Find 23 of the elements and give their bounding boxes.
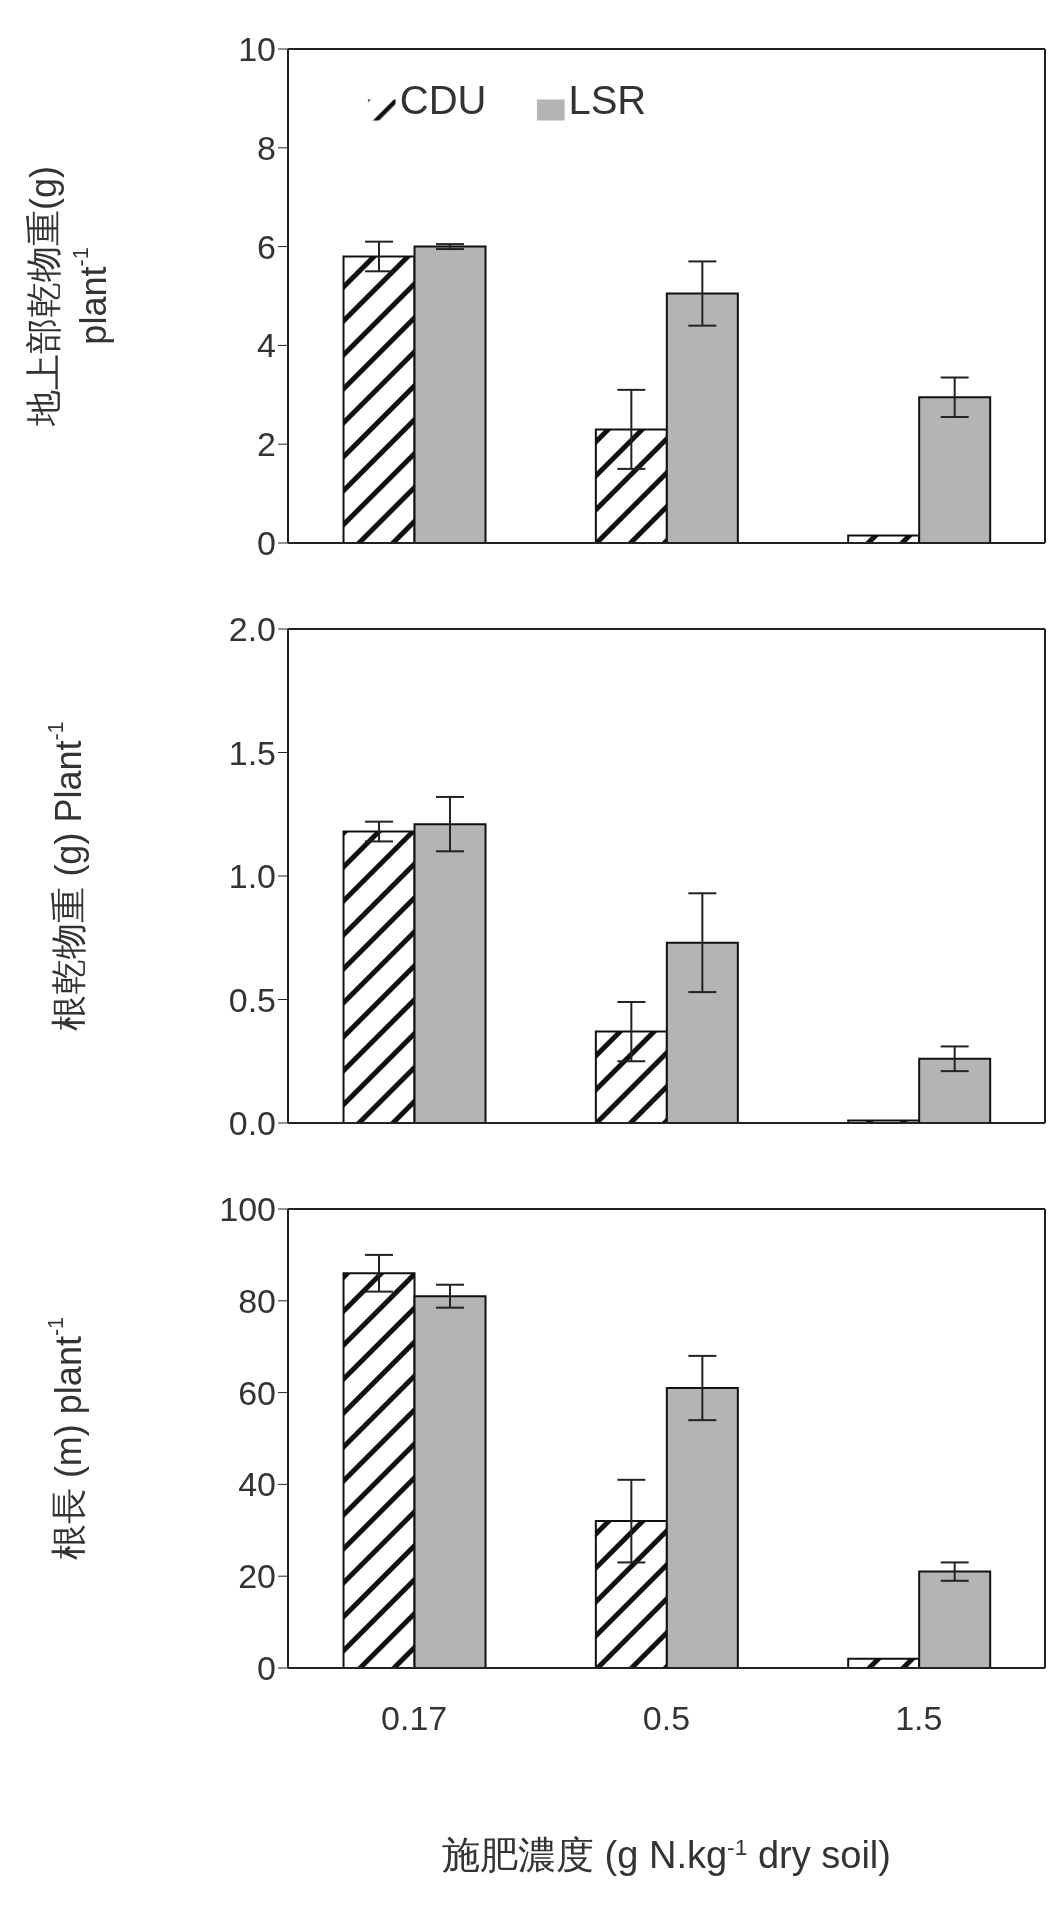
- y-tick-label: 2.0: [228, 610, 276, 649]
- y-tick-label: 100: [219, 1190, 276, 1229]
- y-tick-label: 0: [257, 524, 276, 563]
- x-axis-title: 施肥濃度 (g N.kg$^{-1}$ dry soil): [442, 1834, 891, 1876]
- y-tick-label: 0.5: [228, 980, 276, 1019]
- y-tick-label: 1.5: [228, 733, 276, 772]
- y-tick-label: 2: [257, 425, 276, 464]
- y-tick-label: 0: [257, 1649, 276, 1688]
- legend-label: CDU: [399, 78, 487, 122]
- legend-label: LSR: [568, 78, 647, 122]
- y-tick-label: 8: [257, 128, 276, 167]
- y-tick-label: 0.0: [228, 1104, 276, 1143]
- y-tick-label: 10: [238, 30, 276, 69]
- x-tick-label: 0.5: [642, 1699, 691, 1738]
- x-tick-label: 0.17: [381, 1699, 448, 1738]
- y-tick-label: 80: [238, 1281, 276, 1320]
- x-tick-label: 1.5: [895, 1699, 943, 1738]
- y-tick-label: 1.0: [228, 857, 276, 896]
- y-tick-label: 4: [257, 326, 276, 365]
- y-tick-label: 20: [238, 1557, 276, 1596]
- y-tick-label: 6: [257, 227, 276, 266]
- y-tick-label: 60: [238, 1373, 276, 1412]
- y-tick-label: 40: [238, 1465, 276, 1504]
